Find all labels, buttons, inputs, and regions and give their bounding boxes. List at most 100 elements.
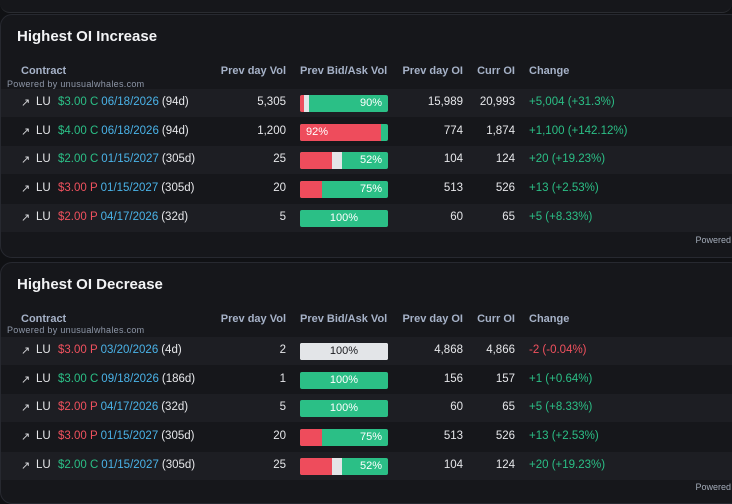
bid-ask-percent: 100% xyxy=(329,345,359,357)
bid-segment xyxy=(300,429,322,447)
oi-change: +20 (+19.23%) xyxy=(529,153,606,166)
expiry-date: 09/18/2026 xyxy=(101,372,159,385)
col-prev-vol[interactable]: Prev day Vol xyxy=(220,313,286,325)
option-contract-link[interactable]: $3.00 C 09/18/2026 (186d) xyxy=(58,373,195,385)
prev-day-oi: 15,989 xyxy=(427,96,463,108)
days-to-expiry: (305d) xyxy=(161,458,196,471)
oi-change: -2 (-0.04%) xyxy=(529,344,587,356)
days-to-expiry: (32d) xyxy=(161,210,189,223)
table-row[interactable]: ↗ LU $2.00 C 01/15/2027 (305d) 25 52% 104 124 +20… xyxy=(1,146,732,175)
oi-change: +5 (+8.33%) xyxy=(529,401,593,414)
table-row[interactable]: ↗ LU $3.00 P 03/20/2026 (4d) 2 100% 4,868 4,866 -… xyxy=(1,337,732,365)
current-oi: 124 xyxy=(495,458,515,471)
ticker-link[interactable]: LU xyxy=(36,401,51,414)
option-contract-link[interactable]: $3.00 C 06/18/2026 (94d) xyxy=(58,96,189,108)
option-contract-link[interactable]: $3.00 P 01/15/2027 (305d) xyxy=(58,182,194,194)
days-to-expiry: (94d) xyxy=(161,96,189,108)
trend-arrow-icon: ↗ xyxy=(21,183,31,196)
bid-ask-volume-bar: 90% xyxy=(300,95,388,112)
trend-arrow-icon: ↗ xyxy=(21,459,31,472)
bid-ask-volume-bar: 100% xyxy=(300,343,388,360)
prev-day-volume: 1 xyxy=(279,372,286,385)
col-prev-oi[interactable]: Prev day OI xyxy=(402,313,463,325)
strike-price: $2.00 xyxy=(58,210,87,223)
col-prev-vol[interactable]: Prev day Vol xyxy=(220,65,286,77)
col-contract[interactable]: Contract xyxy=(21,313,67,325)
expiry-date: 03/20/2026 xyxy=(100,344,159,356)
col-curr-oi[interactable]: Curr OI xyxy=(477,65,515,77)
ticker-link[interactable]: LU xyxy=(36,372,51,385)
table-row[interactable]: ↗ LU $3.00 C 09/18/2026 (186d) 1 100% 156 157 +1 … xyxy=(1,366,732,394)
table-row[interactable]: ↗ LU $4.00 C 06/18/2026 (94d) 1,200 92% 774 1,87… xyxy=(1,118,732,146)
mid-segment xyxy=(300,343,388,360)
col-change[interactable]: Change xyxy=(529,65,570,77)
oi-decrease-card: Highest OI Decrease Contract Prev day Vo… xyxy=(0,262,732,504)
ticker-link[interactable]: LU xyxy=(36,210,51,223)
trend-arrow-icon: ↗ xyxy=(21,373,31,386)
ticker-link[interactable]: LU xyxy=(36,182,51,195)
option-type: C xyxy=(89,96,99,108)
prev-day-oi: 4,868 xyxy=(434,344,463,356)
prev-day-oi: 513 xyxy=(443,182,463,195)
prev-day-volume: 5 xyxy=(279,210,286,223)
table-row[interactable]: ↗ LU $3.00 P 01/15/2027 (305d) 20 75% 513 526 +13… xyxy=(1,175,732,203)
option-type: C xyxy=(89,124,99,137)
option-contract-link[interactable]: $2.00 C 01/15/2027 (305d) xyxy=(58,459,195,471)
option-contract-link[interactable]: $4.00 C 06/18/2026 (94d) xyxy=(58,125,189,137)
col-bid-ask[interactable]: Prev Bid/Ask Vol xyxy=(300,65,388,77)
ticker-link[interactable]: LU xyxy=(36,153,51,166)
expiry-date: 01/15/2027 xyxy=(100,430,159,443)
powered-label: Powered xyxy=(695,235,731,245)
option-contract-link[interactable]: $2.00 C 01/15/2027 (305d) xyxy=(58,153,195,165)
col-contract[interactable]: Contract xyxy=(21,65,67,77)
table-row[interactable]: ↗ LU $3.00 P 01/15/2027 (305d) 20 75% 513 526 +13… xyxy=(1,423,732,451)
ticker-link[interactable]: LU xyxy=(36,124,51,137)
days-to-expiry: (32d) xyxy=(161,401,189,414)
table-row[interactable]: ↗ LU $2.00 P 04/17/2026 (32d) 5 100% 60 65 +5 (+8… xyxy=(1,203,732,232)
option-contract-link[interactable]: $3.00 P 01/15/2027 (305d) xyxy=(58,430,194,442)
prev-day-volume: 20 xyxy=(273,182,286,195)
option-contract-link[interactable]: $3.00 P 03/20/2026 (4d) xyxy=(58,344,182,356)
prev-day-oi: 104 xyxy=(443,458,463,471)
ticker-link[interactable]: LU xyxy=(36,430,51,443)
current-oi: 526 xyxy=(495,430,515,443)
option-contract-link[interactable]: $2.00 P 04/17/2026 (32d) xyxy=(58,211,188,223)
option-type: C xyxy=(89,372,99,385)
card-title: Highest OI Increase xyxy=(17,28,158,45)
current-oi: 157 xyxy=(495,372,515,385)
ticker-link[interactable]: LU xyxy=(36,458,51,471)
ticker-link[interactable]: LU xyxy=(36,96,51,108)
oi-increase-card: Highest OI Increase Contract Prev day Vo… xyxy=(0,14,732,258)
watermark: Powered by unusualwhales.com xyxy=(7,79,145,89)
col-change[interactable]: Change xyxy=(529,313,570,325)
option-type: P xyxy=(89,401,98,414)
bid-ask-percent: 100% xyxy=(329,402,359,415)
current-oi: 65 xyxy=(502,210,515,223)
strike-price: $2.00 xyxy=(58,153,87,166)
col-bid-ask[interactable]: Prev Bid/Ask Vol xyxy=(300,313,388,325)
table-row[interactable]: ↗ LU $2.00 C 01/15/2027 (305d) 25 52% 104 124 +20… xyxy=(1,451,732,480)
current-oi: 4,866 xyxy=(486,344,515,356)
prev-day-volume: 1,200 xyxy=(257,124,286,137)
bid-segment xyxy=(300,181,322,199)
option-type: P xyxy=(89,210,98,223)
prev-day-oi: 513 xyxy=(443,430,463,443)
bid-ask-volume-bar: 75% xyxy=(300,429,388,447)
bid-ask-percent: 100% xyxy=(329,373,359,386)
bid-segment xyxy=(300,457,332,475)
bid-ask-volume-bar: 52% xyxy=(300,457,388,475)
strike-price: $3.00 xyxy=(58,372,87,385)
col-curr-oi[interactable]: Curr OI xyxy=(477,313,515,325)
oi-change: +5 (+8.33%) xyxy=(529,210,593,223)
prev-day-volume: 25 xyxy=(273,153,286,166)
col-prev-oi[interactable]: Prev day OI xyxy=(402,65,463,77)
prev-day-volume: 25 xyxy=(273,458,286,471)
table-row[interactable]: ↗ LU $2.00 P 04/17/2026 (32d) 5 100% 60 65 +5 (+8… xyxy=(1,394,732,423)
option-type: P xyxy=(89,182,98,195)
bid-ask-percent: 52% xyxy=(359,459,382,472)
ticker-link[interactable]: LU xyxy=(36,344,51,356)
table-row[interactable]: ↗ LU $3.00 C 06/18/2026 (94d) 5,305 90% 15,989 2… xyxy=(1,89,732,117)
option-contract-link[interactable]: $2.00 P 04/17/2026 (32d) xyxy=(58,401,188,413)
option-type: C xyxy=(89,153,99,166)
bid-segment xyxy=(300,95,304,112)
